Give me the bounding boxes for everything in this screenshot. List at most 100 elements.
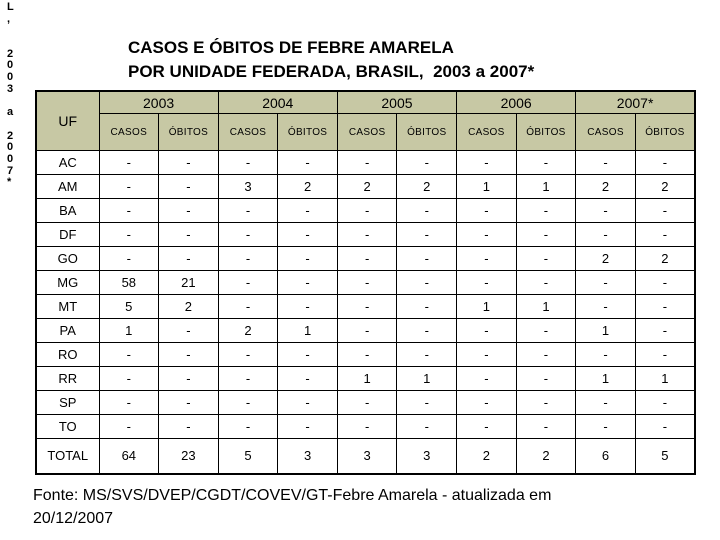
value-cell: - bbox=[634, 414, 696, 439]
value-cell: - bbox=[336, 342, 398, 367]
margin-char: 0 bbox=[7, 152, 14, 165]
value-cell: 1 bbox=[575, 366, 636, 391]
value-cell: - bbox=[336, 318, 398, 343]
value-cell: - bbox=[336, 414, 398, 439]
title-line-2: POR UNIDADE FEDERADA, BRASIL, 2003 a 200… bbox=[128, 62, 535, 81]
value-cell: - bbox=[217, 294, 279, 319]
casos-header: CASOS bbox=[456, 113, 517, 151]
value-cell: - bbox=[98, 174, 160, 199]
uf-cell: BA bbox=[35, 198, 100, 223]
value-cell: - bbox=[98, 150, 160, 175]
uf-cell: SP bbox=[35, 390, 100, 415]
source-note-line-2: 20/12/2007 bbox=[33, 510, 114, 527]
title-line-1: CASOS E ÓBITOS DE FEBRE AMARELA bbox=[128, 38, 454, 57]
value-cell: - bbox=[98, 414, 160, 439]
value-cell: 2 bbox=[336, 174, 398, 199]
obitos-header: ÓBITOS bbox=[158, 113, 219, 151]
value-cell: - bbox=[336, 198, 398, 223]
value-cell: - bbox=[515, 414, 577, 439]
obitos-header: ÓBITOS bbox=[277, 113, 338, 151]
margin-char: L bbox=[7, 1, 14, 13]
value-cell: - bbox=[456, 270, 517, 295]
value-cell: - bbox=[277, 294, 338, 319]
year-header: 2007* bbox=[575, 90, 696, 114]
value-cell: 3 bbox=[336, 438, 398, 474]
value-cell: 6 bbox=[575, 438, 636, 474]
value-cell: - bbox=[336, 222, 398, 247]
year-header: 2005 bbox=[336, 90, 458, 114]
value-cell: 1 bbox=[515, 294, 577, 319]
uf-cell: GO bbox=[35, 246, 100, 271]
casos-header: CASOS bbox=[98, 113, 160, 151]
yellow-fever-cases-table: UF 2003 2004 2005 2006 2007* CASOS ÓBITOS CASOS Ó… bbox=[35, 90, 696, 475]
obitos-header: ÓBITOS bbox=[396, 113, 458, 151]
margin-char: 2 bbox=[7, 129, 14, 142]
value-cell: 2 bbox=[277, 174, 338, 199]
value-cell: - bbox=[515, 222, 577, 247]
margin-char bbox=[7, 37, 25, 49]
value-cell: 2 bbox=[515, 438, 577, 474]
value-cell: 1 bbox=[98, 318, 160, 343]
value-cell: 3 bbox=[396, 438, 458, 474]
value-cell: - bbox=[158, 342, 219, 367]
value-cell: - bbox=[277, 246, 338, 271]
uf-cell: DF bbox=[35, 222, 100, 247]
value-cell: - bbox=[575, 414, 636, 439]
uf-cell: PA bbox=[35, 318, 100, 343]
value-cell: - bbox=[396, 390, 458, 415]
value-cell: - bbox=[336, 150, 398, 175]
value-cell: 21 bbox=[158, 270, 219, 295]
uf-cell: RR bbox=[35, 366, 100, 391]
table-row: TO - - - - - - - - - - bbox=[35, 414, 696, 439]
table-row: MG 58 21- - - - - - - - bbox=[35, 270, 696, 295]
table-row: SP - - - - - - - - - - bbox=[35, 390, 696, 415]
margin-char bbox=[7, 25, 25, 37]
uf-cell: AM bbox=[35, 174, 100, 199]
margin-char: 0 bbox=[7, 71, 14, 84]
value-cell: - bbox=[158, 150, 219, 175]
uf-cell: RO bbox=[35, 342, 100, 367]
value-cell: 3 bbox=[217, 174, 279, 199]
value-cell: - bbox=[396, 342, 458, 367]
value-cell: - bbox=[98, 366, 160, 391]
value-cell: - bbox=[575, 390, 636, 415]
value-cell: 1 bbox=[456, 294, 517, 319]
value-cell: - bbox=[217, 366, 279, 391]
value-cell: - bbox=[98, 390, 160, 415]
value-cell: 58 bbox=[98, 270, 160, 295]
value-cell: - bbox=[217, 150, 279, 175]
margin-char: 3 bbox=[7, 82, 14, 95]
value-cell: - bbox=[634, 198, 696, 223]
value-cell: - bbox=[277, 222, 338, 247]
value-cell: - bbox=[217, 222, 279, 247]
value-cell: - bbox=[396, 246, 458, 271]
value-cell: - bbox=[158, 174, 219, 199]
value-cell: - bbox=[515, 270, 577, 295]
value-cell: 1 bbox=[634, 366, 696, 391]
value-cell: - bbox=[336, 294, 398, 319]
margin-char: * bbox=[7, 176, 12, 189]
value-cell: - bbox=[158, 198, 219, 223]
value-cell: 2 bbox=[396, 174, 458, 199]
value-cell: - bbox=[277, 150, 338, 175]
value-cell: - bbox=[217, 270, 279, 295]
value-cell: - bbox=[336, 246, 398, 271]
value-cell: - bbox=[396, 198, 458, 223]
value-cell: - bbox=[575, 222, 636, 247]
value-cell: - bbox=[396, 294, 458, 319]
left-margin-vertical-text: L, 2 0 0 3 a 2 0 0 7 * bbox=[7, 1, 25, 189]
casos-header: CASOS bbox=[575, 113, 636, 151]
margin-char: 7 bbox=[7, 164, 14, 177]
value-cell: - bbox=[515, 342, 577, 367]
value-cell: - bbox=[575, 198, 636, 223]
value-cell: - bbox=[634, 390, 696, 415]
value-cell: - bbox=[456, 414, 517, 439]
value-cell: - bbox=[277, 198, 338, 223]
value-cell: 64 bbox=[98, 438, 160, 474]
uf-cell: MG bbox=[35, 270, 100, 295]
header-row-years: UF 2003 2004 2005 2006 2007* bbox=[35, 90, 696, 151]
value-cell: 5 bbox=[634, 438, 696, 474]
value-cell: - bbox=[217, 390, 279, 415]
value-cell: 2 bbox=[217, 318, 279, 343]
